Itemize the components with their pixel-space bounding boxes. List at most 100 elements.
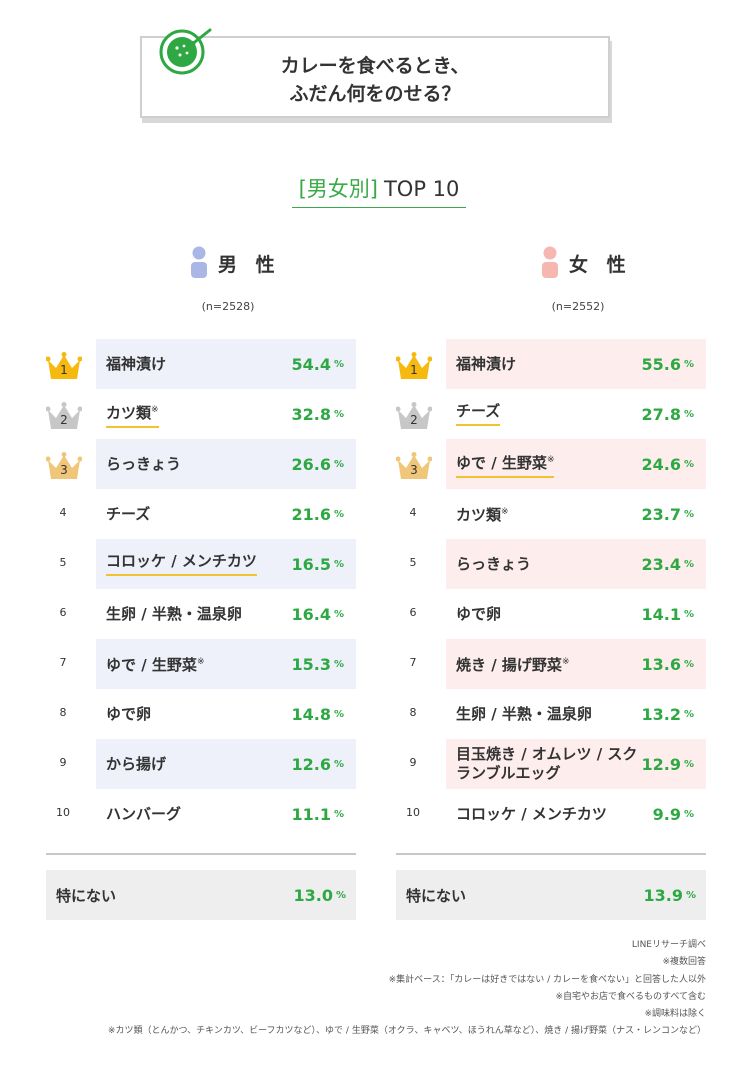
value-unit: % xyxy=(333,658,344,670)
crown-icon xyxy=(46,452,82,479)
female-label: 女 性 xyxy=(569,254,632,276)
female-person-icon xyxy=(542,246,558,278)
value-unit: % xyxy=(683,558,694,570)
crown-icon xyxy=(396,452,432,479)
ranking-row: 4 カツ類※ 23.7% xyxy=(396,489,706,539)
item-text: ゆで卵 xyxy=(106,704,152,723)
female-sample-size: (n=2552) xyxy=(551,300,605,313)
value-unit: % xyxy=(683,358,694,370)
ranking-row: 1 福神漬け 54.4% xyxy=(46,339,356,389)
value-number: 12.6 xyxy=(291,754,331,774)
item-text: コロッケ / メンチカツ xyxy=(106,552,257,576)
value-number: 27.8 xyxy=(641,404,681,424)
item-value: 55.6% xyxy=(624,339,694,389)
item-value: 14.8% xyxy=(274,689,344,739)
ranking-row: 7 ゆで / 生野菜※ 15.3% xyxy=(46,639,356,689)
rank-number: 8 xyxy=(409,706,417,719)
item-note-mark: ※ xyxy=(561,657,570,667)
value-number: 26.6 xyxy=(291,454,331,474)
item-text: チーズ xyxy=(456,402,501,426)
ranking-row: 3 ゆで / 生野菜※ 24.6% xyxy=(396,439,706,489)
item-note-mark: ※ xyxy=(546,454,555,465)
rank-number: 8 xyxy=(59,706,67,719)
note-scope: ※自宅やお店で食べるものすべて含む xyxy=(555,991,706,1002)
ranking-row: 7 焼き / 揚げ野菜※ 13.6% xyxy=(396,639,706,689)
male-none-label: 特にない xyxy=(56,886,117,905)
female-header: 女 性 xyxy=(541,246,661,280)
value-unit: % xyxy=(333,558,344,570)
value-unit: % xyxy=(683,408,694,420)
row-background xyxy=(96,639,356,689)
item-text: らっきょう xyxy=(456,554,532,573)
ranking-row: 9 目玉焼き / オムレツ / スクランブルエッグ 12.9% xyxy=(396,739,706,789)
ranking-row: 10 コロッケ / メンチカツ 9.9% xyxy=(396,789,706,839)
rank-number: 2 xyxy=(60,413,68,427)
note-source: LINEリサーチ調べ xyxy=(631,940,706,950)
ranking-row: 4 チーズ 21.6% xyxy=(46,489,356,539)
item-text: 生卵 / 半熟・温泉卵 xyxy=(456,704,592,723)
ranking-row: 8 ゆで卵 14.8% xyxy=(46,689,356,739)
row-background xyxy=(96,339,356,389)
item-value: 27.8% xyxy=(624,389,694,439)
rank-number: 7 xyxy=(59,656,67,669)
value-number: 9.9 xyxy=(652,804,681,824)
row-background xyxy=(446,739,706,789)
item-label: カツ類※ xyxy=(106,389,296,439)
value-number: 32.8 xyxy=(291,404,331,424)
value-unit: % xyxy=(333,808,344,820)
item-text: カツ類※ xyxy=(106,401,159,428)
item-value: 13.2% xyxy=(624,689,694,739)
item-value: 24.6% xyxy=(624,439,694,489)
rank-number: 9 xyxy=(409,756,417,769)
value-number: 16.5 xyxy=(291,554,331,574)
section-subtitle: [男女別] TOP 10 xyxy=(292,174,466,208)
item-value: 11.1% xyxy=(274,789,344,839)
female-none-row: 特にない 13.9% xyxy=(396,870,706,920)
item-label: 焼き / 揚げ野菜※ xyxy=(456,639,646,689)
item-label: ハンバーグ xyxy=(106,789,296,839)
item-label: ゆで卵 xyxy=(456,589,646,639)
row-background xyxy=(446,539,706,589)
rank-number: 4 xyxy=(409,506,417,519)
item-label: チーズ xyxy=(106,489,296,539)
value-unit: % xyxy=(683,708,694,720)
value-number: 54.4 xyxy=(291,354,331,374)
ranking-row: 9 から揚げ 12.6% xyxy=(46,739,356,789)
value-unit: % xyxy=(333,758,344,770)
value-unit: % xyxy=(333,708,344,720)
item-label: 生卵 / 半熟・温泉卵 xyxy=(456,689,646,739)
female-none-label: 特にない xyxy=(406,886,467,905)
ranking-row: 6 ゆで卵 14.1% xyxy=(396,589,706,639)
item-value: 14.1% xyxy=(624,589,694,639)
value-unit: % xyxy=(333,408,344,420)
item-label: らっきょう xyxy=(456,539,646,589)
item-value: 54.4% xyxy=(274,339,344,389)
item-label: カツ類※ xyxy=(456,489,646,539)
female-none-value: 13.9 xyxy=(643,885,683,905)
row-background xyxy=(96,539,356,589)
subtitle-top: TOP 10 xyxy=(383,177,460,201)
item-note-mark: ※ xyxy=(151,404,159,415)
title-line-2: ふだん何をのせる？ xyxy=(289,83,461,105)
value-unit: % xyxy=(333,508,344,520)
rank-number: 6 xyxy=(59,606,67,619)
crown-icon xyxy=(46,402,82,429)
male-none-value: 13.0 xyxy=(293,885,333,905)
value-number: 13.6 xyxy=(641,654,681,674)
value-number: 16.4 xyxy=(291,604,331,624)
item-text: ゆで卵 xyxy=(456,604,502,623)
female-divider xyxy=(396,853,706,855)
crown-icon xyxy=(396,402,432,429)
value-number: 15.3 xyxy=(291,654,331,674)
male-header: 男 性 xyxy=(190,246,310,280)
rank-number: 10 xyxy=(56,806,70,819)
male-none-unit: % xyxy=(335,889,346,901)
item-value: 21.6% xyxy=(274,489,344,539)
item-text: 目玉焼き / オムレツ / スクランブルエッグ xyxy=(456,745,638,782)
item-value: 12.6% xyxy=(274,739,344,789)
title-line-1: カレーを食べるとき、 xyxy=(280,55,470,77)
item-text: から揚げ xyxy=(106,754,167,773)
item-value: 23.4% xyxy=(624,539,694,589)
item-text: 福神漬け xyxy=(456,354,517,373)
item-note-mark: ※ xyxy=(501,507,509,517)
